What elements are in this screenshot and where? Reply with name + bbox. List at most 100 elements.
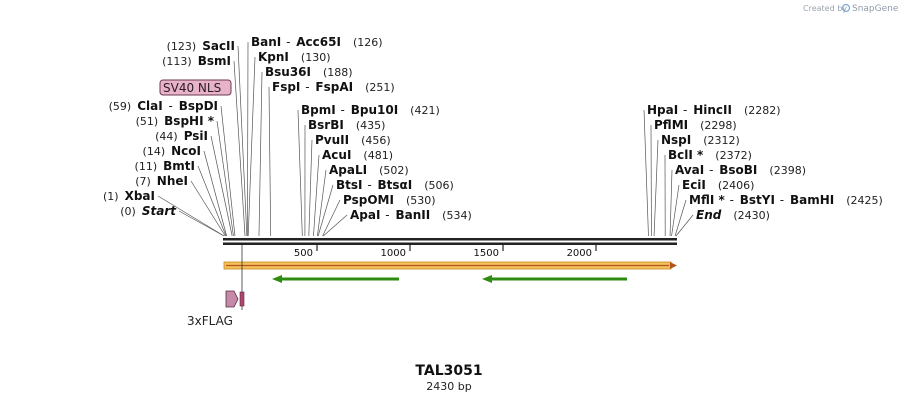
site-label-avai[interactable]: AvaI - BsoBI (2398) (675, 163, 806, 177)
site-label-acui[interactable]: AcuI (481) (322, 148, 393, 162)
site-label-ncoi[interactable]: NcoI (14) (143, 144, 201, 158)
site-connector (669, 169, 673, 237)
separator: - (385, 208, 389, 222)
site-label-xbai[interactable]: XbaI (1) (103, 189, 155, 203)
reverse-primer-arrow-1[interactable] (272, 275, 399, 283)
orf-arrow[interactable] (223, 261, 677, 270)
separator: - (683, 103, 687, 117)
site-label-start[interactable]: Start (0) (120, 204, 177, 218)
site-label-bmti[interactable]: BmtI (11) (135, 159, 195, 173)
site-label-sacii[interactable]: SacII (123) (167, 39, 235, 53)
site-label-psii[interactable]: PsiI (44) (155, 129, 208, 143)
site-label-pspomi[interactable]: PspOMI (530) (343, 193, 436, 207)
enzyme-name: Start (142, 204, 177, 218)
site-label-nhei[interactable]: NheI (7) (135, 174, 188, 188)
site-connector (203, 150, 227, 237)
flag-feature[interactable]: 3xFLAG (187, 245, 245, 328)
enzyme-name: BamHI (790, 193, 834, 207)
left-arrow-icon (482, 275, 492, 283)
site-position: (11) (135, 160, 158, 173)
plasmid-name: TAL3051 (415, 363, 482, 379)
site-label-pflmi[interactable]: PflMI (2298) (654, 118, 737, 132)
site-position: (2372) (715, 149, 752, 162)
site-position: (130) (301, 51, 331, 64)
reverse-primer-arrow-2[interactable] (482, 275, 627, 283)
enzyme-name: Acc65I (296, 35, 341, 49)
site-label-apai[interactable]: ApaI - BanII (534) (350, 208, 472, 222)
separator: - (730, 193, 734, 207)
site-connector (653, 139, 659, 237)
enzyme-name: BanII (395, 208, 430, 222)
credit-text: Created by (803, 4, 847, 13)
site-position: (14) (143, 145, 166, 158)
enzyme-name: BtsI (336, 178, 363, 192)
site-label-fspi[interactable]: FspI - FspAI (251) (272, 80, 395, 94)
enzyme-name: EciI (682, 178, 706, 192)
site-label-bani[interactable]: BanI - Acc65I (126) (251, 35, 383, 49)
site-label-bsphi[interactable]: BspHI * (51) (136, 114, 215, 128)
site-connector (178, 210, 225, 237)
separator: - (341, 103, 345, 117)
site-position: (59) (109, 100, 132, 113)
sv40-nls-box (159, 79, 232, 96)
site-label-nspi[interactable]: NspI (2312) (661, 133, 740, 147)
site-position: (251) (365, 81, 395, 94)
site-position: (435) (356, 119, 386, 132)
enzyme-name: Bsu36I (265, 65, 311, 79)
sv40-nls-feature[interactable]: SV40 NLS (159, 79, 232, 96)
enzyme-name: AcuI (322, 148, 351, 162)
ruler-tick-label: 2000 (567, 248, 592, 259)
enzyme-name: NheI (157, 174, 188, 188)
site-label-hpai[interactable]: HpaI - HincII (2282) (647, 103, 781, 117)
flag-small-box (239, 291, 245, 307)
enzyme-name: FspI (272, 80, 300, 94)
site-label-end[interactable]: End (2430) (696, 208, 770, 222)
site-connector (313, 154, 320, 237)
site-label-mfli[interactable]: MflI * - BstYI - BamHI (2425) (689, 193, 883, 207)
site-label-btsi[interactable]: BtsI - BtsαI (506) (336, 178, 454, 192)
site-connector (671, 184, 680, 237)
site-connector (317, 169, 327, 237)
site-connector (237, 45, 248, 237)
site-position: (188) (323, 66, 353, 79)
site-label-kpni[interactable]: KpnI (130) (258, 50, 331, 64)
site-label-pvuii[interactable]: PvuII (456) (315, 133, 391, 147)
site-position: (7) (135, 175, 151, 188)
enzyme-name: ApaLI (329, 163, 367, 177)
site-labels: Start (0) XbaI (1) NheI (7) BmtI (11) NcoI (14) Ps… (103, 35, 883, 222)
sv40-nls-label: SV40 NLS (163, 81, 221, 95)
site-label-bsmi[interactable]: BsmI (113) (162, 54, 231, 68)
enzyme-name: BmtI (163, 159, 195, 173)
site-position: (2398) (769, 164, 806, 177)
site-position: (1) (103, 190, 119, 203)
site-connector (268, 86, 272, 237)
site-connector (322, 199, 341, 237)
backbone-bottom-strand (223, 242, 677, 245)
site-label-clai[interactable]: BspDI-ClaI (59) (109, 99, 218, 113)
site-connector (157, 195, 225, 237)
site-position: (2282) (744, 104, 781, 117)
site-connector (675, 214, 694, 237)
site-position: (530) (406, 194, 436, 207)
enzyme-name: BtsαI (378, 178, 413, 192)
site-connector (216, 120, 234, 237)
site-label-bsrbi[interactable]: BsrBI (435) (308, 118, 385, 132)
site-label-bcli[interactable]: BclI * (2372) (668, 148, 752, 162)
backbone (223, 238, 677, 245)
site-connector (210, 135, 233, 237)
site-label-apali[interactable]: ApaLI (502) (329, 163, 409, 177)
site-connector (220, 105, 236, 237)
site-connector (297, 109, 303, 237)
enzyme-name: ApaI (350, 208, 380, 222)
site-connector (308, 139, 313, 237)
site-connector (674, 199, 687, 237)
separator: - (709, 163, 713, 177)
enzyme-name: HpaI (647, 103, 678, 117)
site-label-ecii[interactable]: EciI (2406) (682, 178, 754, 192)
enzyme-name: PsiI (184, 129, 208, 143)
site-connector (258, 71, 263, 237)
site-label-bpmi[interactable]: BpmI - Bpu10I (421) (301, 103, 440, 117)
site-position: (421) (410, 104, 440, 117)
site-label-bsu36i[interactable]: Bsu36I (188) (265, 65, 353, 79)
